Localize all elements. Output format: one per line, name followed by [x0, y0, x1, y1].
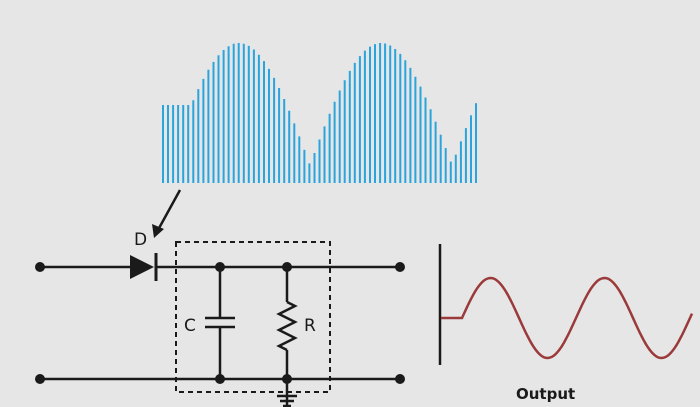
resistor-symbol	[276, 267, 298, 379]
junction-cap-top	[215, 262, 225, 272]
input-terminal-bottom	[35, 374, 45, 384]
output-waveform	[441, 276, 694, 360]
capacitor-label: C	[184, 316, 196, 336]
junction-res-top	[282, 262, 292, 272]
ground-symbol	[277, 379, 297, 407]
output-terminal-top	[395, 262, 405, 272]
resistor-label: R	[304, 316, 316, 336]
filter-box	[175, 241, 331, 393]
capacitor-symbol	[205, 267, 235, 379]
diode-symbol	[130, 253, 158, 281]
output-label: Output	[516, 385, 575, 403]
rectified-pulses	[162, 43, 477, 183]
output-terminal-bottom	[395, 374, 405, 384]
input-terminal-top	[35, 262, 45, 272]
junction-cap-bottom	[215, 374, 225, 384]
diode-label: D	[134, 230, 147, 250]
input-arrow	[152, 189, 182, 238]
